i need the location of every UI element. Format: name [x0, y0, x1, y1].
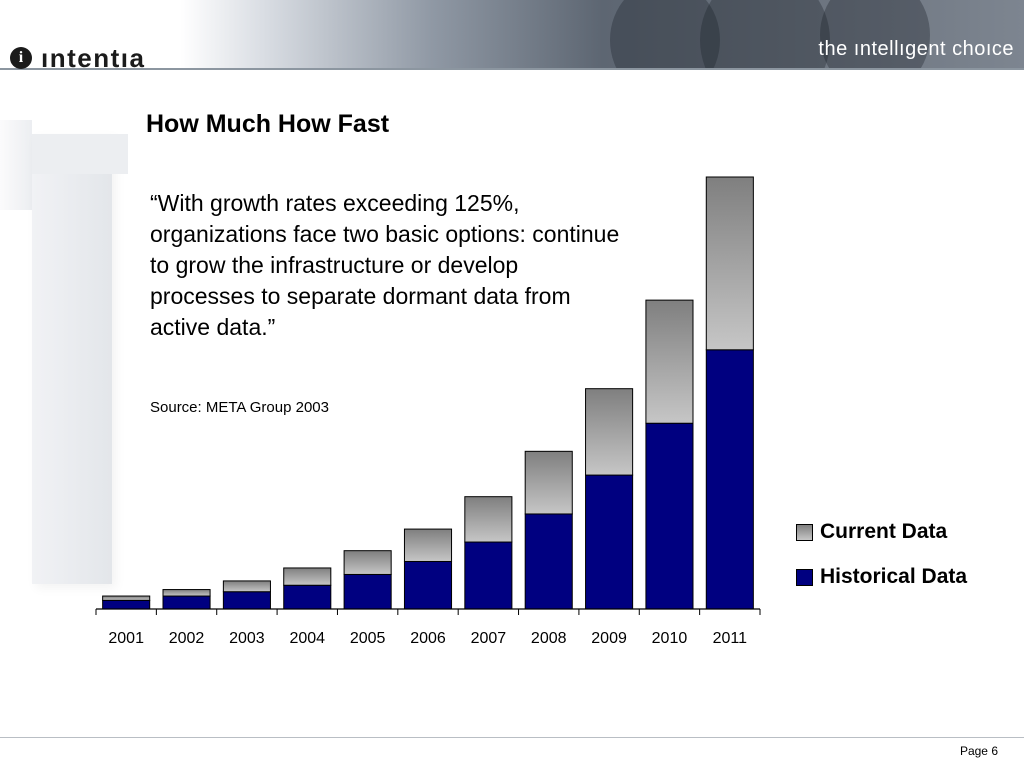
- tick-label-2007: 2007: [471, 630, 507, 647]
- legend-swatch-current: [796, 523, 813, 541]
- x-ticks: [95, 609, 761, 615]
- legend-label-current: Current Data: [820, 520, 948, 543]
- tick-label-2009: 2009: [591, 630, 627, 647]
- chart-legend: Current Data Historical Data: [796, 518, 967, 608]
- slide-title: How Much How Fast: [146, 110, 390, 138]
- bar-current-2010: [645, 299, 694, 424]
- tick-label-2002: 2002: [169, 630, 205, 647]
- bar-historical-2003: [222, 591, 271, 610]
- logo-mark-icon: i: [10, 47, 32, 69]
- legend-item-historical: Historical Data: [796, 563, 967, 591]
- bar-historical-2011: [705, 349, 754, 610]
- bar-current-2009: [585, 388, 634, 476]
- tick-label-2008: 2008: [531, 630, 567, 647]
- bar-historical-2006: [403, 560, 453, 610]
- header: i ıntentıa the ıntellıgent choıce: [0, 0, 1024, 73]
- header-banner-photo: [180, 0, 1024, 68]
- x-tick-labels: 2001 2002 2003 2004 2005 2006 2007 2008 2009 2010…: [108, 630, 747, 647]
- logo-text: ıntentıa: [41, 42, 146, 73]
- bar-current-2004: [283, 567, 332, 586]
- footer-rule: [0, 737, 1024, 738]
- bar-historical-2005: [343, 573, 392, 610]
- tick-label-2004: 2004: [289, 630, 325, 647]
- bar-historical-2009: [585, 474, 634, 610]
- bar-current-2007: [464, 496, 513, 543]
- page-number: Page 6: [959, 744, 998, 758]
- bar-current-2003: [222, 580, 271, 593]
- source-citation: Source: META Group 2003: [150, 399, 329, 416]
- bar-historical-2002: [162, 595, 211, 610]
- tick-label-2006: 2006: [410, 630, 446, 647]
- tick-label-2011: 2011: [713, 630, 748, 647]
- bar-current-2005: [343, 550, 392, 575]
- bar-current-2001: [102, 595, 151, 601]
- legend-swatch-historical: [796, 568, 813, 586]
- header-rule: [0, 68, 1024, 70]
- tick-label-2003: 2003: [229, 630, 265, 647]
- intentia-logo: i ıntentıa: [10, 42, 146, 73]
- legend-item-current: Current Data: [796, 518, 967, 546]
- bar-current-2008: [524, 450, 573, 515]
- bar-current-2002: [162, 589, 211, 597]
- tick-label-2001: 2001: [108, 630, 144, 647]
- bar-historical-2001: [102, 599, 151, 610]
- bar-historical-2008: [524, 513, 573, 610]
- bar-historical-2004: [283, 584, 332, 610]
- tick-label-2010: 2010: [652, 630, 688, 647]
- quote-text: “With growth rates exceeding 125%, organ…: [150, 190, 620, 340]
- bar-historical-2007: [464, 541, 513, 610]
- bar-current-2006: [403, 528, 453, 562]
- bar-historical-2010: [645, 422, 694, 610]
- bars-group: [102, 176, 754, 610]
- tagline: the ıntellıgent choıce: [818, 38, 1014, 60]
- tick-label-2005: 2005: [350, 630, 386, 647]
- bracket-watermark: [0, 120, 130, 590]
- bar-current-2011: [705, 176, 754, 351]
- legend-label-historical: Historical Data: [820, 565, 968, 588]
